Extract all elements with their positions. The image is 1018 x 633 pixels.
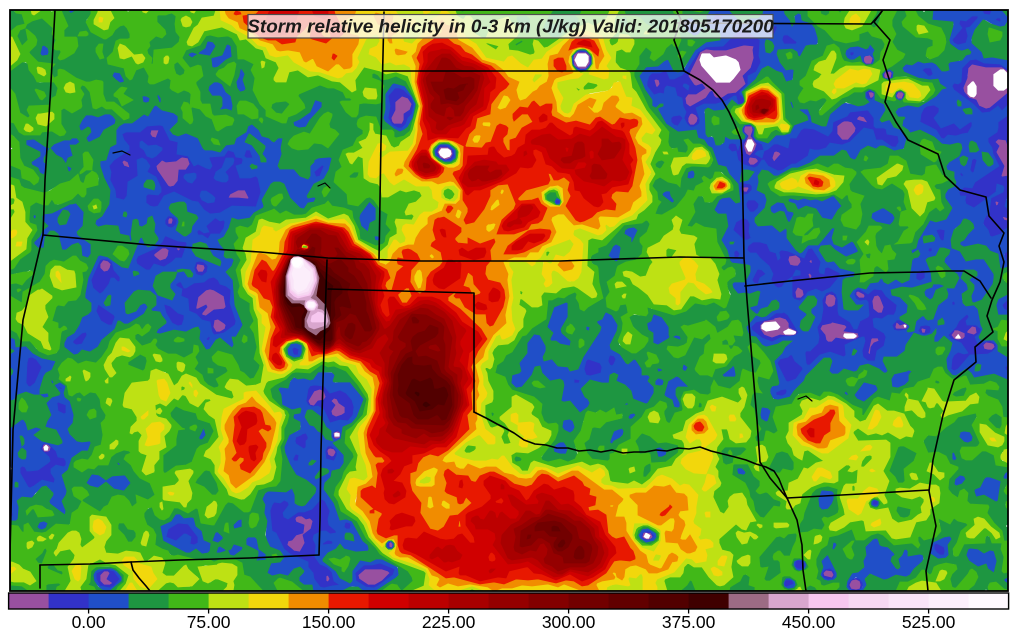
svg-text:375.00: 375.00 — [662, 612, 716, 632]
svg-text:300.00: 300.00 — [542, 612, 596, 632]
svg-text:225.00: 225.00 — [422, 612, 476, 632]
svg-text:150.00: 150.00 — [302, 612, 356, 632]
svg-text:450.00: 450.00 — [782, 612, 836, 632]
svg-text:75.00: 75.00 — [187, 612, 231, 632]
svg-text:0.00: 0.00 — [72, 612, 106, 632]
svg-text:Storm relative helicity in 0-3: Storm relative helicity in 0-3 km (J/kg)… — [247, 17, 774, 38]
svg-text:525.00: 525.00 — [902, 612, 956, 632]
